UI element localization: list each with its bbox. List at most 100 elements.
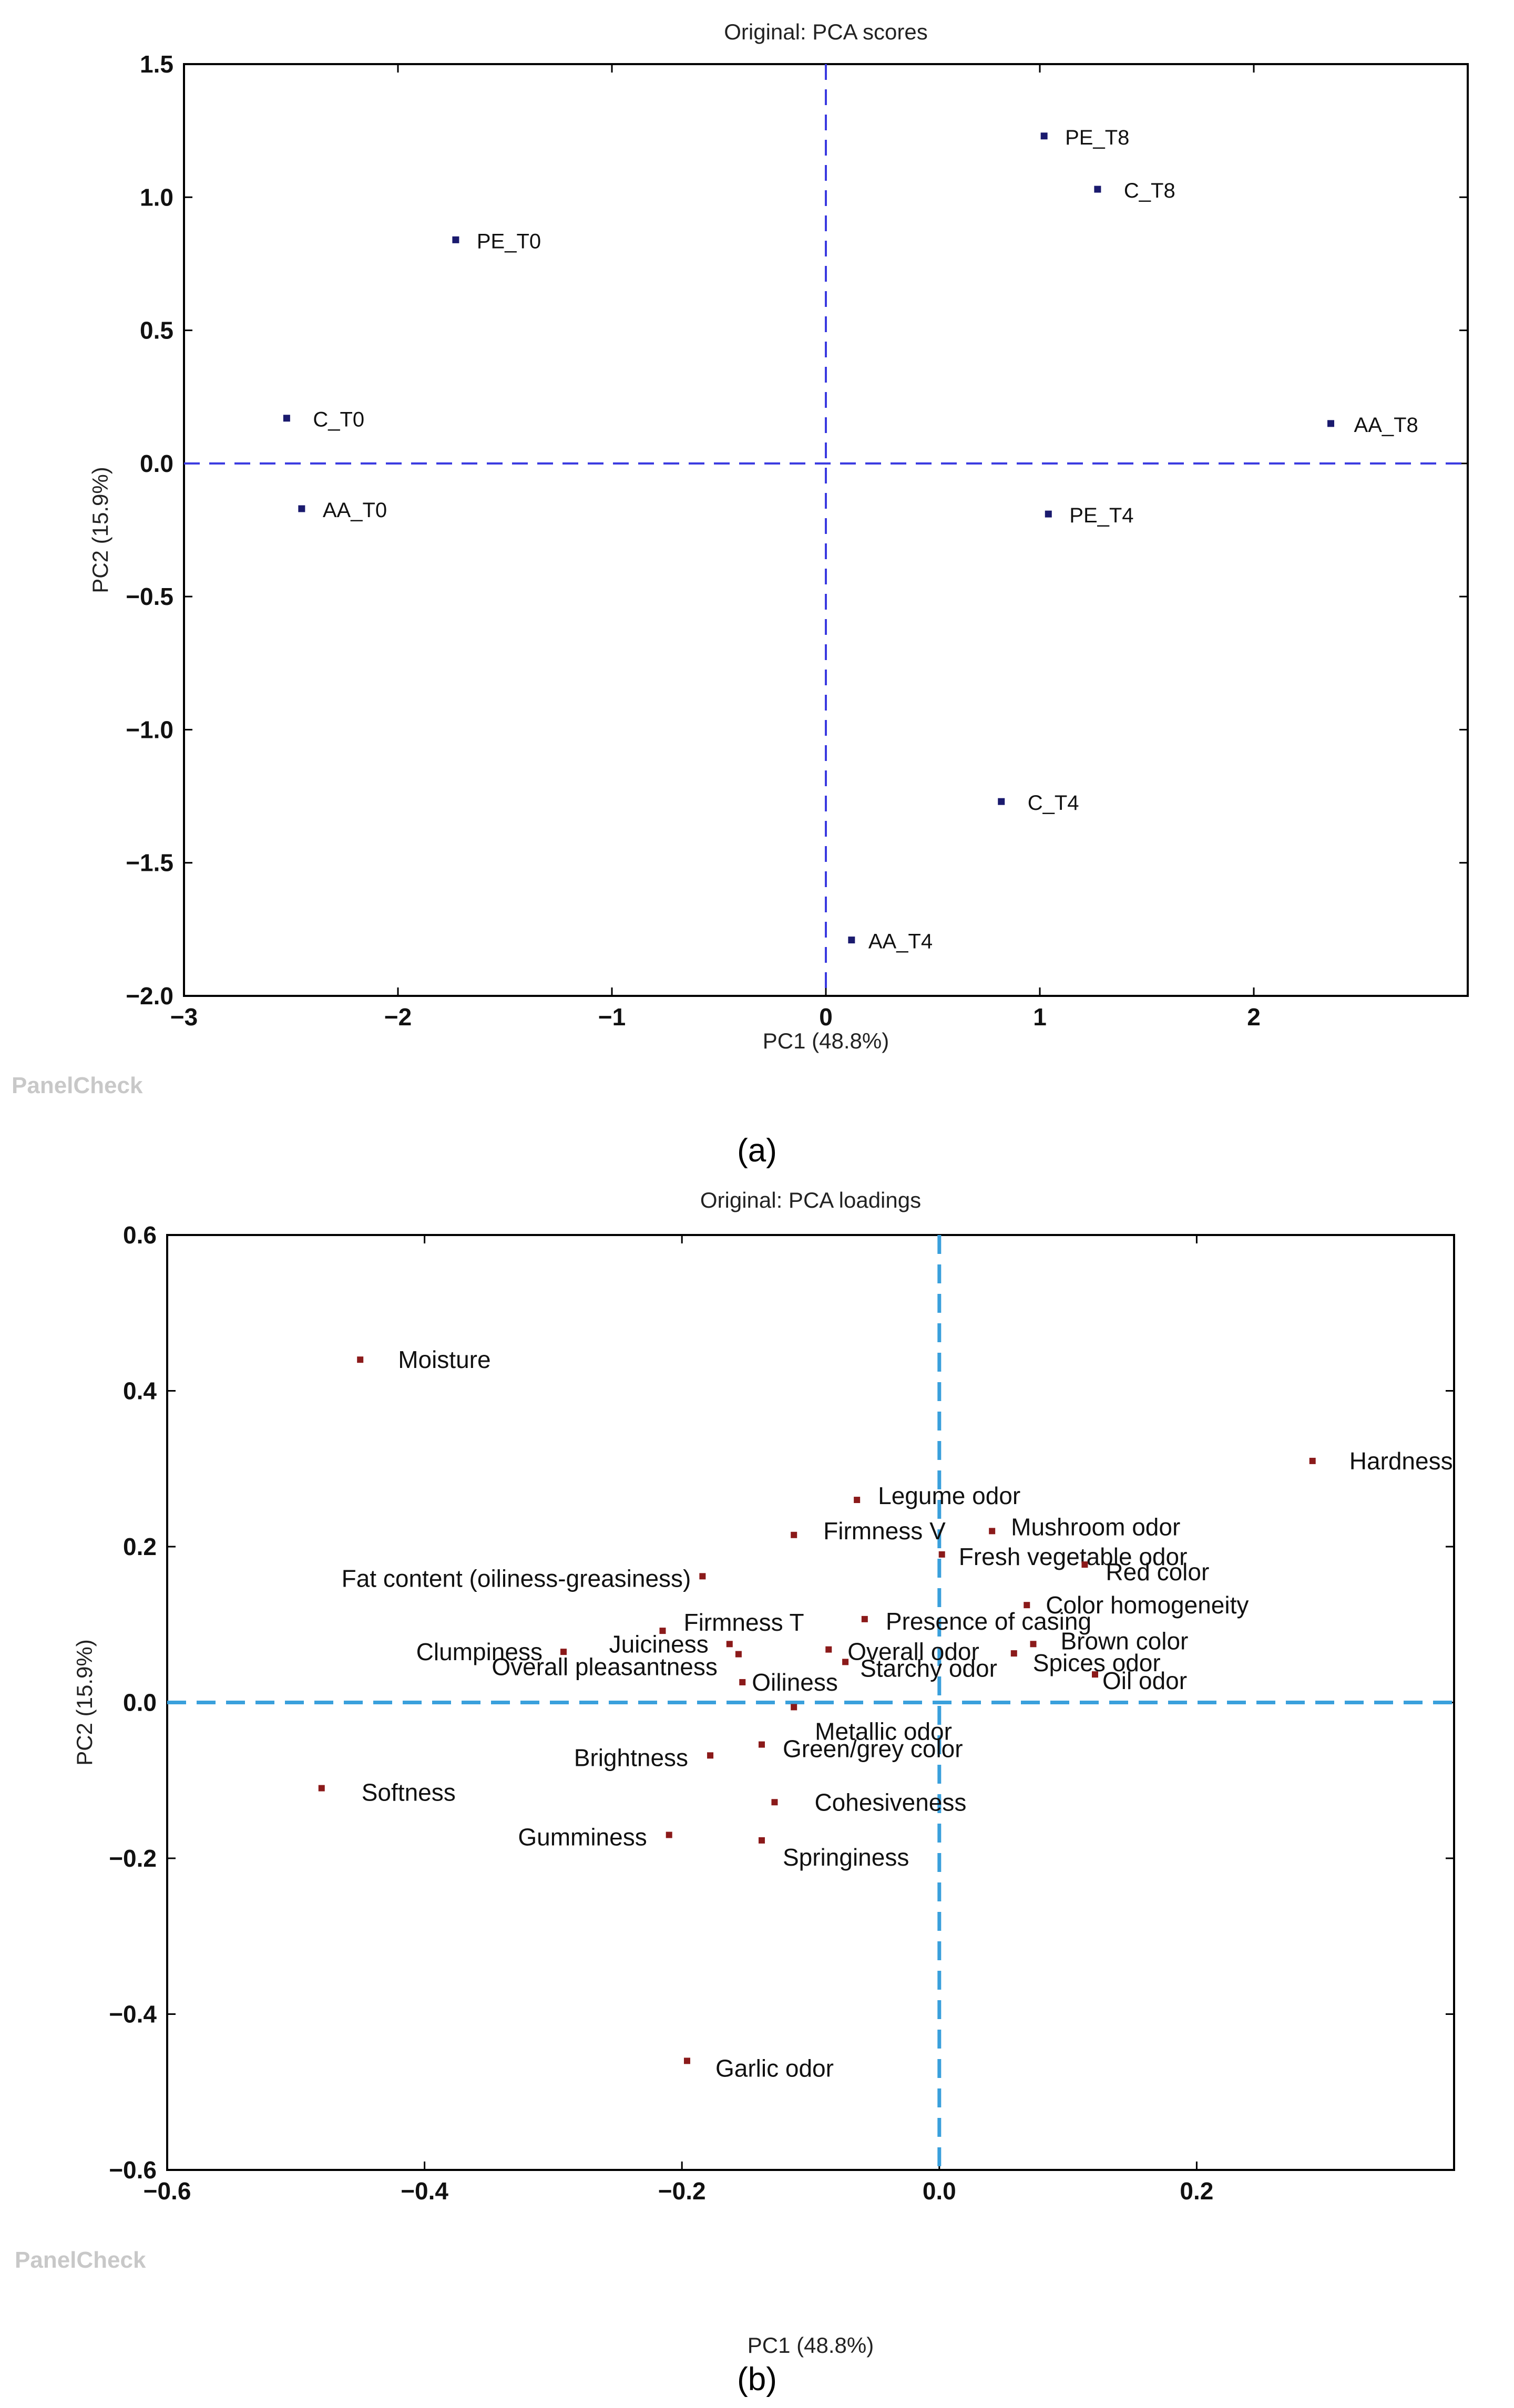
x-tick-label: 2	[1247, 1003, 1261, 1031]
data-point-label: AA_T4	[868, 930, 933, 953]
data-point	[854, 1497, 861, 1504]
data-point-label: Green/grey color	[783, 1735, 963, 1763]
y-tick-label: −1.0	[126, 716, 173, 743]
data-point-label: Presence of casing	[886, 1608, 1091, 1635]
x-tick-label: −3	[170, 1003, 198, 1031]
watermark: PanelCheck	[12, 1073, 143, 1098]
data-point	[1092, 1671, 1099, 1678]
y-tick-label: −0.2	[109, 1845, 157, 1872]
data-point-label: Color homogeneity	[1046, 1591, 1249, 1619]
data-point-label: Brightness	[574, 1744, 688, 1771]
y-tick-label: 0.0	[140, 450, 173, 477]
x-tick-label: −0.4	[401, 2177, 448, 2205]
data-point	[989, 1528, 996, 1535]
data-point-label: Oil odor	[1102, 1667, 1187, 1694]
data-point	[1030, 1641, 1037, 1648]
x-tick-label: 0	[819, 1003, 833, 1031]
x-tick-label: −0.6	[144, 2177, 191, 2205]
y-tick-label: −1.5	[126, 849, 173, 877]
chart-title: Original: PCA scores	[724, 19, 927, 44]
data-point	[659, 1628, 666, 1634]
data-point	[739, 1679, 746, 1685]
data-point	[1327, 420, 1335, 427]
data-point	[707, 1752, 714, 1759]
data-point	[735, 1651, 742, 1658]
data-point-label: Firmness V	[823, 1517, 946, 1545]
x-axis-label: PC1 (48.8%)	[748, 2333, 874, 2358]
data-point	[666, 1831, 672, 1838]
data-point	[825, 1646, 832, 1653]
data-point-label: PE_T4	[1069, 504, 1133, 527]
data-point-label: Brown color	[1061, 1627, 1189, 1654]
x-tick-label: 0.2	[1180, 2177, 1213, 2205]
y-tick-label: 0.6	[123, 1221, 157, 1249]
data-point	[318, 1785, 325, 1792]
watermark: PanelCheck	[15, 2247, 146, 2273]
y-tick-label: −0.5	[126, 583, 173, 610]
chart-panel-b: Original: PCA loadings −0.6 −0.4 −0.2 0.0 0.2…	[15, 1188, 1455, 2397]
y-tick-label: 1.5	[140, 50, 173, 78]
data-point	[283, 415, 290, 422]
data-point-label: Mushroom odor	[1011, 1513, 1180, 1540]
data-point	[861, 1615, 868, 1622]
data-point	[452, 236, 459, 243]
data-point-label: Moisture	[398, 1346, 490, 1373]
x-tick-label: −2	[384, 1003, 412, 1031]
data-point	[791, 1704, 797, 1711]
x-tick-label: −1	[598, 1003, 626, 1031]
data-point-label: Red color	[1106, 1558, 1209, 1586]
data-point	[1094, 186, 1101, 193]
data-point-label: AA_T0	[323, 499, 387, 522]
data-point-label: Softness	[362, 1779, 456, 1806]
data-point	[1040, 132, 1048, 140]
data-point	[758, 1741, 765, 1748]
data-point	[1081, 1561, 1088, 1568]
x-tick-label: −0.2	[658, 2177, 706, 2205]
data-point-label: Garlic odor	[715, 2054, 834, 2082]
y-axis-label: PC2 (15.9%)	[88, 467, 112, 593]
panel-label: (b)	[737, 2361, 777, 2397]
data-point	[357, 1356, 364, 1363]
y-tick-label: 0.0	[123, 1689, 157, 1716]
data-point-label: Oiliness	[752, 1669, 838, 1696]
data-point-label: Overall odor	[847, 1638, 979, 1665]
data-point-label: Overall pleasantness	[492, 1653, 718, 1681]
chart-title: Original: PCA loadings	[700, 1188, 921, 1212]
data-point-label: C_T4	[1028, 791, 1079, 815]
y-tick-label: 0.2	[123, 1533, 157, 1560]
data-point-label: C_T8	[1124, 179, 1175, 202]
data-point-label: PE_T0	[477, 230, 541, 253]
y-axis-label: PC2 (15.9%)	[72, 1639, 97, 1765]
data-point-label: Gumminess	[518, 1824, 647, 1851]
data-point-label: Cohesiveness	[814, 1788, 966, 1816]
data-point-label: PE_T8	[1065, 126, 1129, 149]
y-tick-label: 0.5	[140, 317, 173, 344]
data-point-label: Hardness	[1349, 1447, 1453, 1475]
data-point-label: Springiness	[783, 1844, 909, 1871]
y-tick-label: −0.4	[109, 2001, 157, 2028]
data-point	[842, 1659, 849, 1665]
data-point	[791, 1531, 797, 1538]
y-tick-label: −0.6	[109, 2156, 157, 2184]
data-point-label: Clumpiness	[416, 1638, 543, 1665]
data-point	[771, 1799, 778, 1806]
data-point-label: Legume odor	[878, 1482, 1020, 1509]
data-point-label: Juiciness	[609, 1630, 709, 1658]
x-axis-label: PC1 (48.8%)	[763, 1028, 889, 1053]
y-tick-label: 0.4	[123, 1377, 157, 1405]
x-tick-label: 1	[1033, 1003, 1047, 1031]
data-point-label: AA_T8	[1354, 414, 1418, 437]
panel-label: (a)	[737, 1133, 777, 1169]
data-point-label: Starchy odor	[860, 1654, 997, 1682]
data-point-label: Firmness T	[683, 1609, 804, 1636]
data-point	[1024, 1602, 1030, 1609]
data-point-label: Fat content (oiliness-greasiness)	[342, 1565, 691, 1592]
data-point	[560, 1649, 567, 1655]
data-point	[1309, 1457, 1316, 1464]
data-point	[699, 1573, 706, 1580]
data-point-label: Metallic odor	[815, 1717, 952, 1745]
data-point	[758, 1837, 765, 1844]
data-point	[726, 1641, 733, 1648]
y-tick-label: 1.0	[140, 183, 173, 211]
